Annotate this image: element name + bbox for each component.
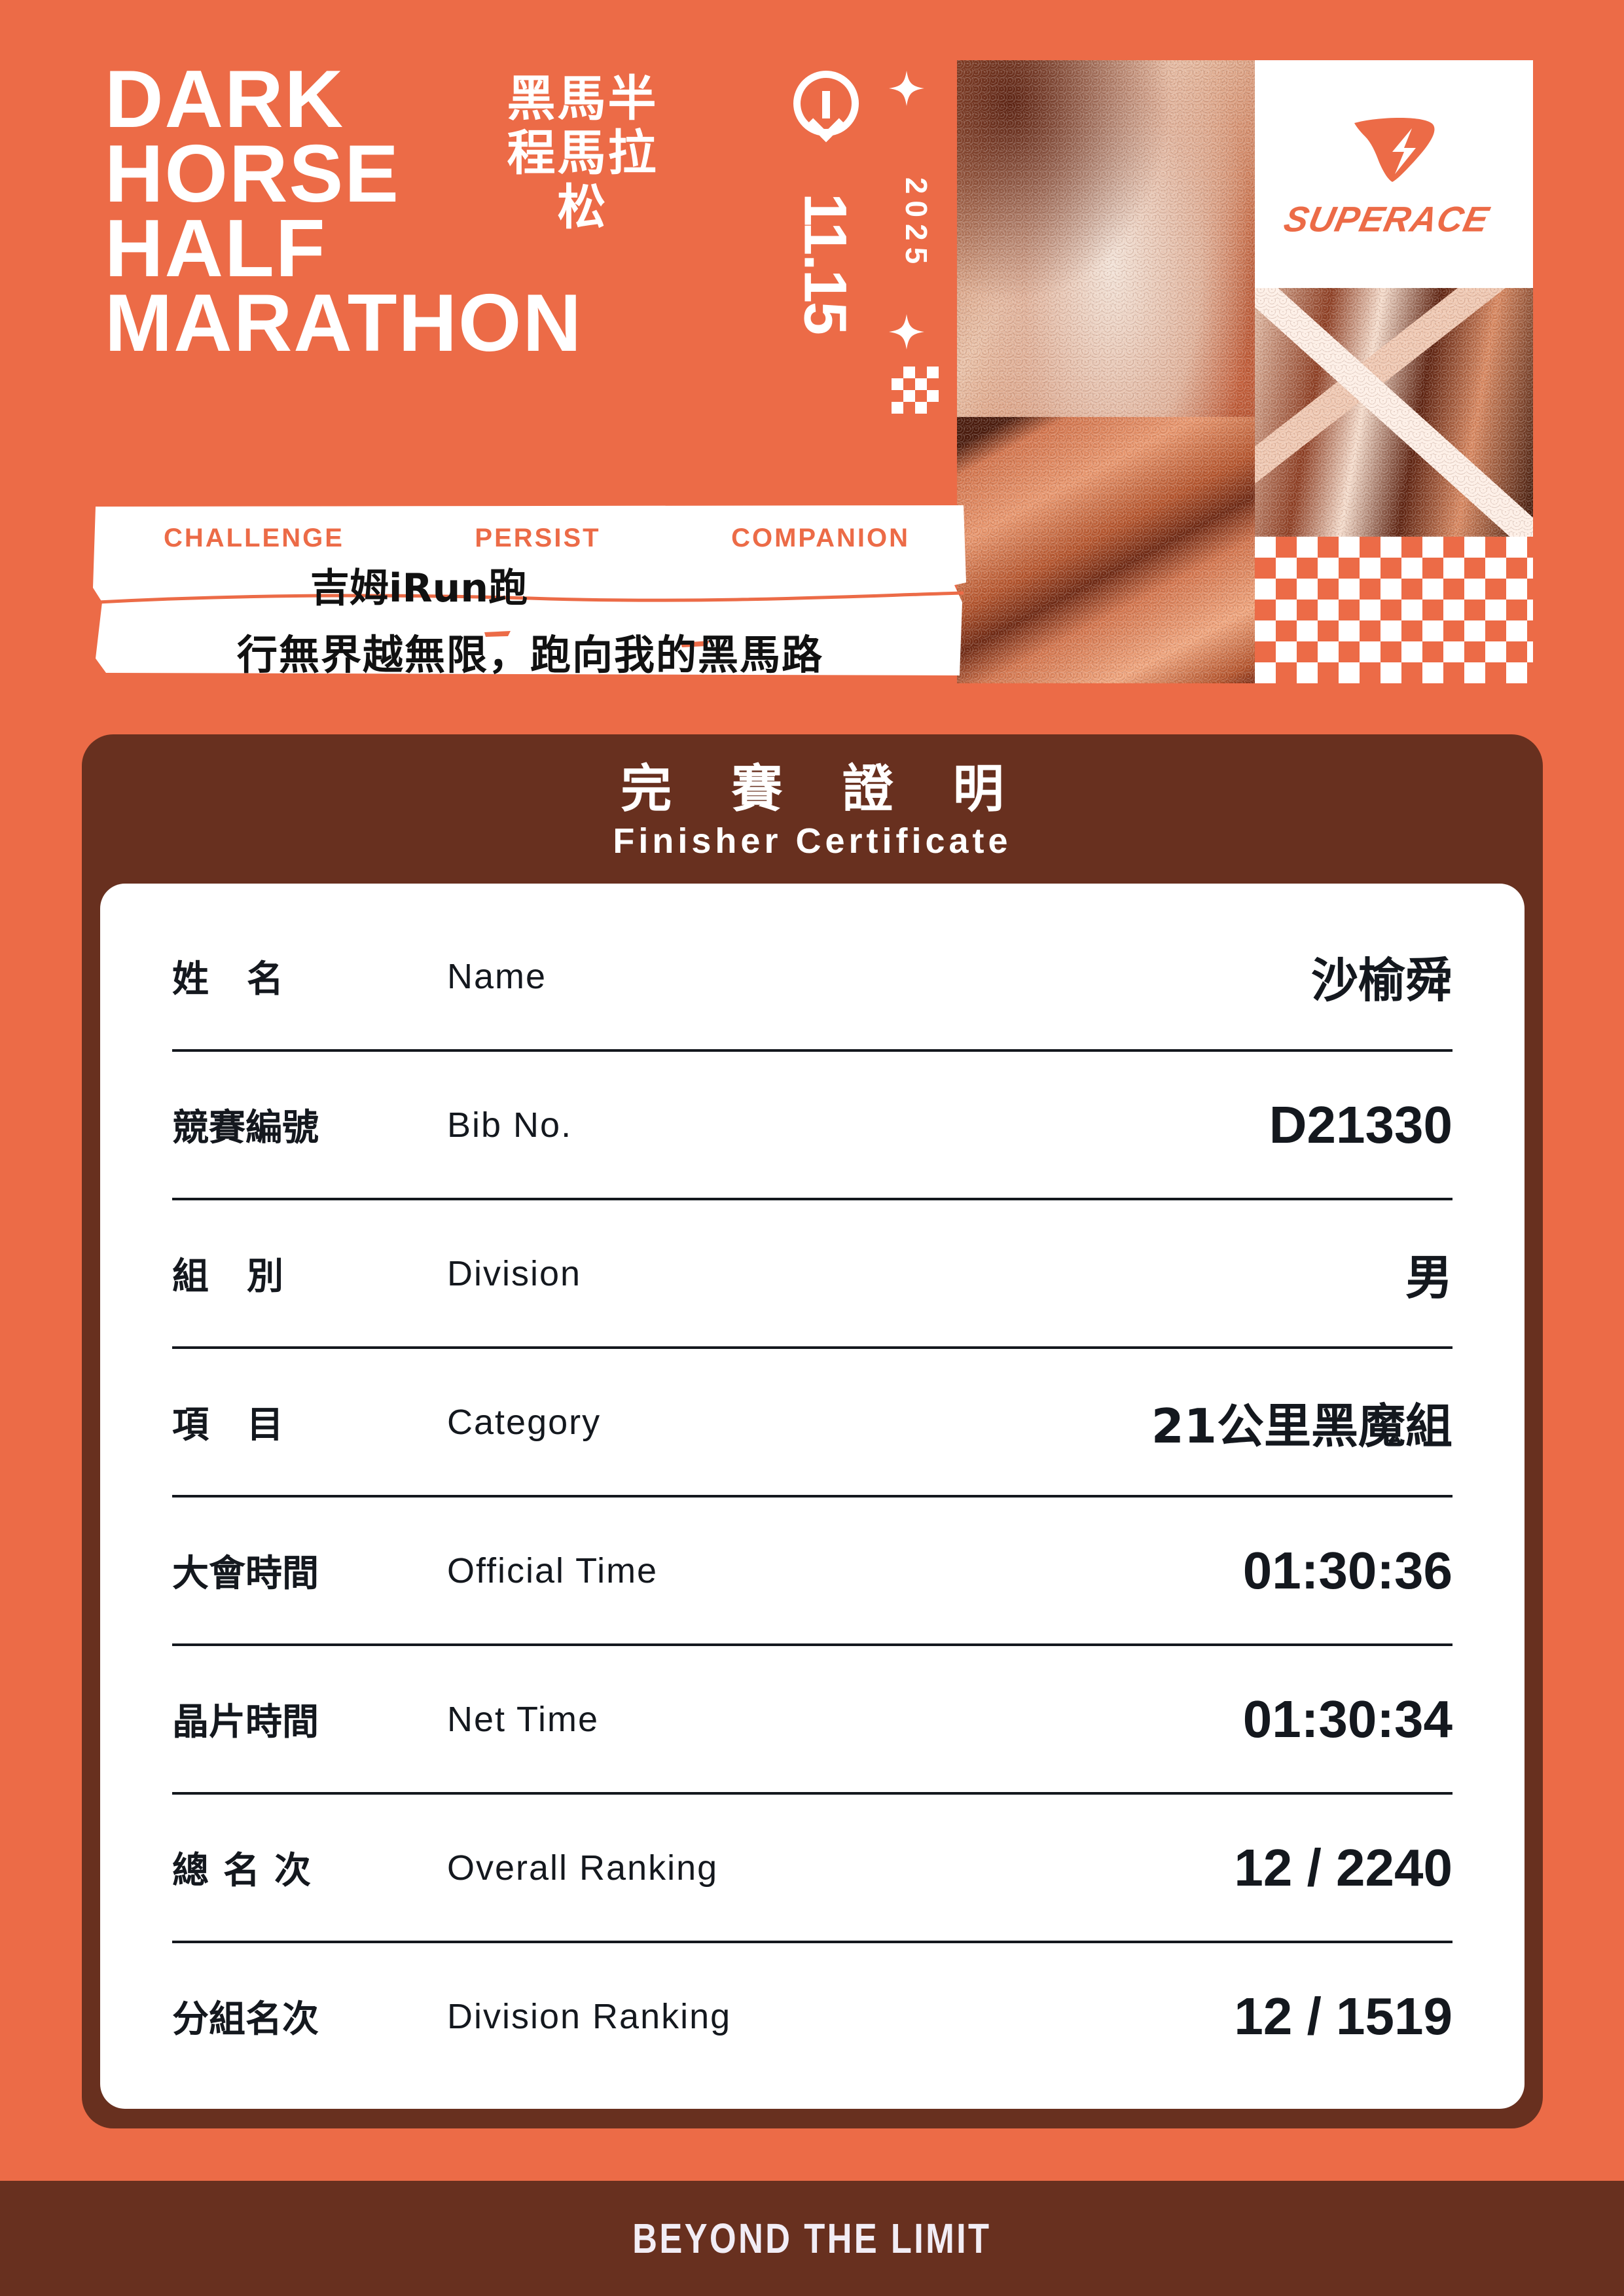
certificate-title-english: Finisher Certificate bbox=[613, 821, 1012, 861]
collage-tile-bottom-right bbox=[1255, 288, 1533, 537]
table-row: 大會時間 Official Time 01:30:36 bbox=[172, 1498, 1453, 1646]
row-value-official-time: 01:30:36 bbox=[1242, 1541, 1453, 1600]
banner-slogan: 行無界越無限，跑向我的黑馬路 bbox=[236, 631, 823, 679]
row-label-cn: 競賽編號 bbox=[172, 1107, 319, 1149]
sponsor-logo-tile: SUPERACE bbox=[1255, 60, 1533, 288]
row-label-cn: 姓名 bbox=[172, 958, 321, 1001]
event-date-column: 11.15 2025 bbox=[779, 65, 943, 445]
collage-checkerboard bbox=[1255, 537, 1533, 683]
tagline-banner: CHALLENGE PERSIST COMPANION 吉姆iRun跑 行無界越… bbox=[92, 504, 969, 679]
photo-collage: SUPERACE bbox=[957, 60, 1533, 683]
event-date-day: 11.15 bbox=[791, 192, 859, 334]
row-value-overall-ranking: 12 / 2240 bbox=[1234, 1838, 1453, 1897]
torn-paper-shape bbox=[92, 504, 969, 677]
superace-logo: SUPERACE bbox=[1273, 114, 1515, 243]
banner-keywords: CHALLENGE PERSIST COMPANION bbox=[131, 524, 943, 553]
row-label-cn: 大會時間 bbox=[172, 1552, 319, 1595]
row-label-en: Division bbox=[447, 1253, 582, 1293]
sparkle-icon bbox=[889, 314, 924, 350]
table-row: 項目 Category 21公里黑魔組 bbox=[172, 1349, 1453, 1498]
row-label-en: Official Time bbox=[447, 1551, 659, 1590]
table-row: 晶片時間 Net Time 01:30:34 bbox=[172, 1646, 1453, 1795]
checkerboard-icon bbox=[892, 367, 939, 414]
superace-wing-bolt-icon bbox=[1354, 117, 1434, 182]
hero-section: DARK HORSE HALF MARATHON 黑馬半程馬拉松 11.15 2… bbox=[0, 0, 1624, 687]
table-row: 總名次 Overall Ranking 12 / 2240 bbox=[172, 1795, 1453, 1943]
table-row: 姓名 Name 沙榆舜 bbox=[172, 903, 1453, 1052]
row-label-cn: 分組名次 bbox=[172, 1998, 319, 2041]
keyword-persist: PERSIST bbox=[475, 524, 601, 552]
banner-brand: 吉姆iRun跑 bbox=[310, 565, 528, 611]
row-label-cn: 總名次 bbox=[172, 1850, 325, 1892]
certificate-title-chinese: 完 賽 證 明 bbox=[621, 760, 1025, 819]
sparkle-icon bbox=[889, 71, 924, 106]
keyword-challenge: CHALLENGE bbox=[164, 524, 344, 552]
row-label-en: Name bbox=[447, 956, 547, 996]
row-label-en: Category bbox=[447, 1402, 602, 1442]
svg-text:SUPERACE: SUPERACE bbox=[1283, 199, 1494, 239]
certificate-card: 完 賽 證 明 Finisher Certificate 姓名 Name 沙榆舜… bbox=[82, 734, 1543, 2128]
row-label-cn: 項目 bbox=[172, 1404, 321, 1446]
superace-wordmark: SUPERACE bbox=[1283, 199, 1494, 239]
row-value-net-time: 01:30:34 bbox=[1242, 1689, 1453, 1748]
table-row: 分組名次 Division Ranking 12 / 1519 bbox=[172, 1943, 1453, 2089]
certificate-details: 姓名 Name 沙榆舜 競賽編號 Bib No. D21330 組別 Divis… bbox=[100, 884, 1525, 2109]
keyword-companion: COMPANION bbox=[731, 524, 910, 552]
row-value-division: 男 bbox=[1405, 1250, 1453, 1305]
event-date-year: 2025 bbox=[899, 177, 933, 271]
event-title: DARK HORSE HALF MARATHON bbox=[105, 54, 799, 369]
table-row: 競賽編號 Bib No. D21330 bbox=[172, 1052, 1453, 1200]
footer-bar: BEYOND THE LIMIT bbox=[0, 2181, 1624, 2296]
circle-down-arrow-icon bbox=[793, 71, 859, 136]
row-label-en: Bib No. bbox=[447, 1105, 573, 1145]
row-value-bib: D21330 bbox=[1269, 1095, 1453, 1154]
row-label-en: Overall Ranking bbox=[447, 1848, 719, 1888]
row-label-en: Net Time bbox=[447, 1699, 600, 1739]
event-title-line-3: HALF bbox=[105, 204, 327, 295]
row-label-cn: 晶片時間 bbox=[172, 1701, 319, 1744]
event-title-line-2: HORSE bbox=[105, 129, 400, 220]
row-label-en: Division Ranking bbox=[447, 1996, 732, 2036]
event-title-chinese: 黑馬半程馬拉松 bbox=[507, 71, 659, 236]
certificate-header: 完 賽 證 明 Finisher Certificate bbox=[82, 734, 1543, 861]
row-value-category: 21公里黑魔組 bbox=[1151, 1399, 1453, 1454]
footer-slogan: BEYOND THE LIMIT bbox=[632, 2215, 992, 2262]
collage-tile-top-left bbox=[957, 60, 1255, 417]
event-title-line-1: DARK bbox=[105, 54, 345, 145]
row-label-cn: 組別 bbox=[172, 1255, 321, 1298]
table-row: 組別 Division 男 bbox=[172, 1200, 1453, 1349]
row-value-name: 沙榆舜 bbox=[1310, 953, 1453, 1008]
event-title-line-4: MARATHON bbox=[105, 278, 583, 369]
row-value-division-ranking: 12 / 1519 bbox=[1234, 1986, 1453, 2045]
collage-tile-bottom-left bbox=[957, 417, 1255, 683]
